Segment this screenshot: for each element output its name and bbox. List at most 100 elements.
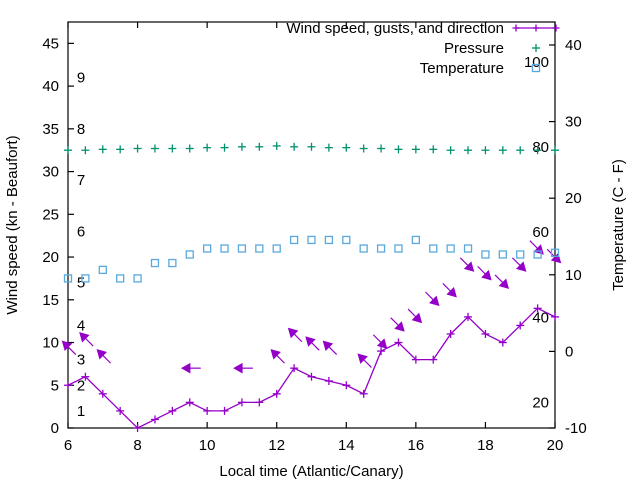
temperature-point — [150, 258, 160, 268]
wind-direction-arrow — [79, 332, 90, 343]
temperature-point — [307, 235, 316, 245]
wind-arrow-tail — [459, 257, 469, 267]
wind-arrow-tail — [372, 334, 382, 343]
temperature-point — [481, 250, 490, 259]
y-tick-label-left: 0 — [51, 420, 59, 437]
legend-label-line-plus: Wind speed, gusts, and direction — [286, 20, 504, 37]
y-tick-label-fahrenheit: 20 — [532, 394, 549, 411]
wind-arrow-tail — [407, 308, 417, 318]
temperature-point — [289, 235, 299, 245]
temperature-point — [342, 235, 351, 245]
temperature-point — [376, 244, 386, 253]
x-tick-label: 20 — [547, 437, 564, 454]
wind-direction-arrow — [516, 261, 527, 272]
y-tick-label-fahrenheit: 60 — [532, 224, 549, 241]
y-tick-label-left: 20 — [42, 249, 59, 266]
temperature-point — [463, 244, 473, 253]
wind-direction-arrow — [287, 327, 299, 339]
y-tick-label-fahrenheit: 100 — [524, 54, 549, 71]
y-tick-label-celsius: 30 — [565, 114, 582, 131]
temperature-point — [237, 244, 247, 253]
x-tick-label: 14 — [338, 437, 355, 454]
wind-direction-arrow — [61, 340, 73, 352]
wind-arrow-tail — [425, 291, 434, 301]
wind-direction-arrow — [394, 321, 405, 332]
wind-arrow-tail — [311, 342, 320, 351]
x-tick-label: 12 — [268, 437, 285, 454]
temperature-point — [394, 244, 403, 253]
legend-label-square: Temperature — [420, 60, 504, 77]
wind-arrow-tail — [67, 346, 77, 356]
y-tick-label-celsius: 40 — [565, 37, 582, 54]
temperature-point — [98, 265, 107, 275]
y-tick-label-left: 40 — [42, 78, 59, 95]
wind-direction-arrow — [446, 287, 457, 298]
temperature-point — [133, 274, 142, 283]
y-tick-label-celsius: 20 — [565, 190, 582, 207]
temperature-point — [116, 274, 125, 283]
beaufort-label: 5 — [77, 275, 85, 292]
wind-direction-arrow — [411, 312, 423, 324]
beaufort-label: 1 — [77, 403, 85, 420]
y-tick-label-fahrenheit: 40 — [532, 309, 549, 326]
wind-direction-arrow — [376, 338, 388, 349]
y-tick-label-left: 25 — [42, 206, 59, 223]
y-tick-label-left: 15 — [42, 292, 59, 309]
y-tick-label-left: 30 — [42, 164, 59, 181]
wind-arrow-tail — [512, 257, 521, 267]
temperature-point — [359, 244, 368, 253]
temperature-point — [429, 244, 438, 253]
y-tick-label-celsius: -10 — [565, 420, 587, 437]
temperature-point — [446, 244, 455, 253]
x-tick-label: 18 — [477, 437, 494, 454]
beaufort-label: 7 — [77, 172, 85, 189]
y-tick-label-celsius: 0 — [565, 343, 573, 360]
x-tick-label: 8 — [133, 437, 141, 454]
wind-direction-arrow — [270, 349, 281, 360]
y-tick-label-left: 5 — [51, 377, 59, 394]
temperature-point — [220, 244, 229, 253]
wind-direction-arrow — [429, 295, 440, 307]
wind-arrow-tail — [84, 337, 94, 347]
temperature-point — [533, 250, 542, 259]
wind-direction-arrow — [96, 349, 107, 360]
wind-arrow-tail — [442, 283, 452, 292]
wind-speed-line — [67, 307, 556, 429]
beaufort-label: 8 — [77, 121, 85, 138]
wind-direction-arrow — [481, 269, 492, 281]
temperature-point — [550, 248, 560, 257]
wind-arrow-tail — [328, 346, 338, 356]
temperature-point — [81, 274, 90, 283]
wind-direction-arrow — [463, 261, 475, 272]
temperature-point — [63, 274, 73, 283]
y-tick-label-left: 10 — [42, 335, 59, 352]
y-tick-label-fahrenheit: 80 — [532, 139, 549, 156]
legend-label-plus: Pressure — [444, 40, 504, 57]
x-axis-title: Local time (Atlantic/Canary) — [219, 463, 403, 480]
y-tick-label-celsius: 10 — [565, 267, 582, 284]
temperature-point — [168, 258, 177, 268]
temperature-point — [498, 250, 507, 259]
temperature-point — [324, 235, 334, 245]
plot-frame — [67, 21, 556, 429]
y-axis-title-right: Temperature (C - F) — [610, 159, 627, 291]
beaufort-label: 2 — [77, 377, 85, 394]
wind-arrow-tail — [494, 274, 504, 284]
wind-direction-arrow — [498, 278, 510, 289]
temperature-point — [185, 250, 194, 259]
x-tick-label: 16 — [408, 437, 425, 454]
wind-direction-arrow — [322, 340, 334, 352]
wind-arrow-tail — [293, 333, 303, 343]
wind-arrow-tail — [390, 317, 399, 326]
wind-direction-arrow — [180, 362, 191, 374]
x-tick-label: 6 — [64, 437, 72, 454]
temperature-point — [272, 244, 281, 253]
wind-direction-arrow — [233, 362, 243, 374]
wind-direction-arrow — [305, 336, 316, 347]
beaufort-label: 9 — [77, 70, 85, 87]
wind-arrow-tail — [529, 240, 539, 249]
temperature-point — [202, 244, 212, 253]
wind-arrow-tail — [363, 359, 372, 368]
